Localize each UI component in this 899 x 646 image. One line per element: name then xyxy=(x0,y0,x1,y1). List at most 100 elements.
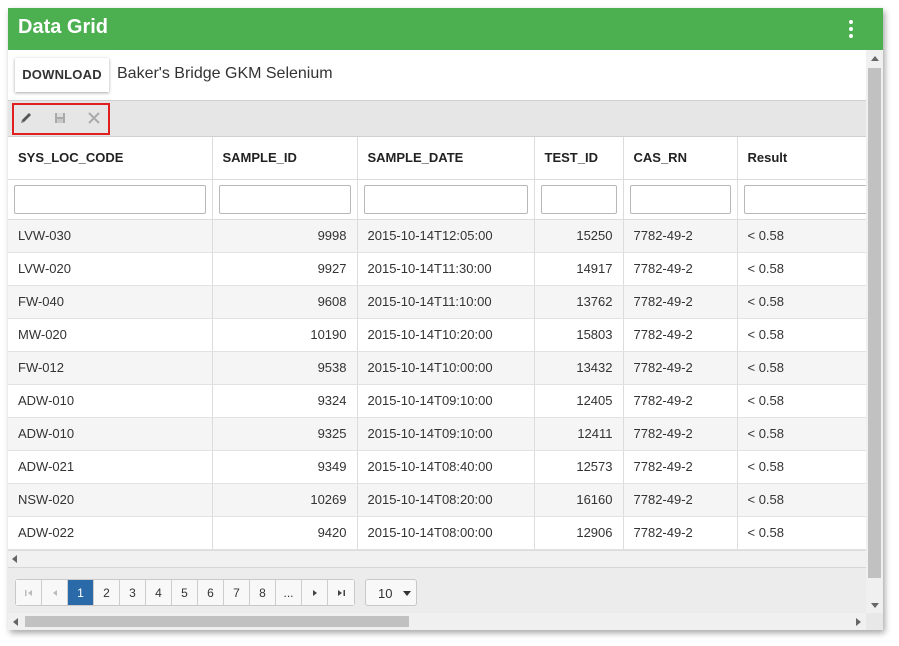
scroll-right-arrow-icon[interactable] xyxy=(856,618,861,626)
cell-sample-date[interactable]: 2015-10-14T12:05:00 xyxy=(357,219,535,253)
cell-test-id[interactable]: 13432 xyxy=(534,351,624,385)
scroll-down-arrow-icon[interactable] xyxy=(871,603,879,608)
cell-test-id[interactable]: 15250 xyxy=(534,219,624,253)
pencil-icon[interactable] xyxy=(18,110,34,126)
cell-sample-date[interactable]: 2015-10-14T09:10:00 xyxy=(357,417,535,451)
table-row[interactable]: FW-012 9538 2015-10-14T10:00:00 13432 7782-4… xyxy=(8,351,866,385)
table-row[interactable]: LVW-020 9927 2015-10-14T11:30:00 14917 7782-… xyxy=(8,252,866,286)
column-header-cas-rn[interactable]: CAS_RN xyxy=(623,137,738,180)
page-button-6[interactable]: 6 xyxy=(198,580,224,605)
page-button-3[interactable]: 3 xyxy=(120,580,146,605)
cell-sys-loc-code[interactable]: MW-020 xyxy=(8,318,213,352)
cell-cas-rn[interactable]: 7782-49-2 xyxy=(623,417,738,451)
cell-cas-rn[interactable]: 7782-49-2 xyxy=(623,351,738,385)
cell-sample-id[interactable]: 9325 xyxy=(212,417,358,451)
next-page-button[interactable] xyxy=(302,580,328,605)
previous-page-button[interactable] xyxy=(42,580,68,605)
cell-sample-id[interactable]: 9324 xyxy=(212,384,358,418)
cell-result[interactable]: < 0.58 xyxy=(737,516,866,550)
page-size-dropdown[interactable]: 10 xyxy=(365,579,417,606)
cell-test-id[interactable]: 15803 xyxy=(534,318,624,352)
cell-sample-id[interactable]: 9927 xyxy=(212,252,358,286)
cell-cas-rn[interactable]: 7782-49-2 xyxy=(623,450,738,484)
page-button-1[interactable]: 1 xyxy=(68,580,94,605)
page-button-5[interactable]: 5 xyxy=(172,580,198,605)
table-row[interactable]: ADW-022 9420 2015-10-14T08:00:00 12906 7782-… xyxy=(8,516,866,550)
cell-cas-rn[interactable]: 7782-49-2 xyxy=(623,318,738,352)
cell-sys-loc-code[interactable]: ADW-022 xyxy=(8,516,213,550)
cell-test-id[interactable]: 12573 xyxy=(534,450,624,484)
cell-sample-date[interactable]: 2015-10-14T09:10:00 xyxy=(357,384,535,418)
page-button-2[interactable]: 2 xyxy=(94,580,120,605)
cell-sys-loc-code[interactable]: ADW-021 xyxy=(8,450,213,484)
filter-input-sys-loc-code[interactable] xyxy=(14,184,206,214)
cell-sys-loc-code[interactable]: LVW-020 xyxy=(8,252,213,286)
cell-cas-rn[interactable]: 7782-49-2 xyxy=(623,219,738,253)
cell-result[interactable]: < 0.58 xyxy=(737,219,866,253)
cell-sample-date[interactable]: 2015-10-14T10:20:00 xyxy=(357,318,535,352)
last-page-button[interactable] xyxy=(328,580,354,605)
cell-result[interactable]: < 0.58 xyxy=(737,318,866,352)
table-row[interactable]: LVW-030 9998 2015-10-14T12:05:00 15250 7782-… xyxy=(8,219,866,253)
cell-cas-rn[interactable]: 7782-49-2 xyxy=(623,483,738,517)
vertical-scroll-thumb[interactable] xyxy=(868,68,881,578)
page-button-4[interactable]: 4 xyxy=(146,580,172,605)
filter-input-test-id[interactable] xyxy=(540,184,617,214)
table-row[interactable]: FW-040 9608 2015-10-14T11:10:00 13762 7782-4… xyxy=(8,285,866,319)
cell-sample-date[interactable]: 2015-10-14T08:00:00 xyxy=(357,516,535,550)
cell-sample-date[interactable]: 2015-10-14T11:30:00 xyxy=(357,252,535,286)
scroll-left-arrow-icon[interactable] xyxy=(12,555,17,563)
cell-cas-rn[interactable]: 7782-49-2 xyxy=(623,252,738,286)
filter-input-sample-date[interactable] xyxy=(363,184,528,214)
page-button-8[interactable]: 8 xyxy=(250,580,276,605)
more-pages-button[interactable]: ... xyxy=(276,580,302,605)
cell-test-id[interactable]: 12411 xyxy=(534,417,624,451)
page-button-7[interactable]: 7 xyxy=(224,580,250,605)
scroll-up-arrow-icon[interactable] xyxy=(871,56,879,61)
cell-result[interactable]: < 0.58 xyxy=(737,351,866,385)
cell-result[interactable]: < 0.58 xyxy=(737,384,866,418)
cell-test-id[interactable]: 13762 xyxy=(534,285,624,319)
column-header-sample-date[interactable]: SAMPLE_DATE xyxy=(357,137,535,180)
cell-cas-rn[interactable]: 7782-49-2 xyxy=(623,516,738,550)
cell-result[interactable]: < 0.58 xyxy=(737,417,866,451)
cell-sample-id[interactable]: 10190 xyxy=(212,318,358,352)
cell-sample-date[interactable]: 2015-10-14T11:10:00 xyxy=(357,285,535,319)
cell-result[interactable]: < 0.58 xyxy=(737,483,866,517)
cell-cas-rn[interactable]: 7782-49-2 xyxy=(623,285,738,319)
cell-test-id[interactable]: 14917 xyxy=(534,252,624,286)
filter-input-sample-id[interactable] xyxy=(218,184,351,214)
cell-sample-id[interactable]: 9420 xyxy=(212,516,358,550)
cell-result[interactable]: < 0.58 xyxy=(737,285,866,319)
filter-input-cas-rn[interactable] xyxy=(629,184,731,214)
cell-test-id[interactable]: 16160 xyxy=(534,483,624,517)
cell-sample-date[interactable]: 2015-10-14T10:00:00 xyxy=(357,351,535,385)
column-header-test-id[interactable]: TEST_ID xyxy=(534,137,624,180)
close-icon[interactable] xyxy=(86,110,102,126)
cell-sys-loc-code[interactable]: NSW-020 xyxy=(8,483,213,517)
kebab-menu-icon[interactable] xyxy=(847,19,855,39)
cell-test-id[interactable]: 12906 xyxy=(534,516,624,550)
column-header-sys-loc-code[interactable]: SYS_LOC_CODE xyxy=(8,137,213,180)
cell-test-id[interactable]: 12405 xyxy=(534,384,624,418)
horizontal-scroll-thumb[interactable] xyxy=(25,616,409,627)
cell-sample-id[interactable]: 9608 xyxy=(212,285,358,319)
cell-sample-date[interactable]: 2015-10-14T08:40:00 xyxy=(357,450,535,484)
cell-sample-id[interactable]: 9538 xyxy=(212,351,358,385)
save-icon[interactable] xyxy=(52,110,68,126)
grid-horizontal-scrollbar[interactable] xyxy=(8,550,866,567)
table-row[interactable]: NSW-020 10269 2015-10-14T08:20:00 16160 7782… xyxy=(8,483,866,517)
cell-result[interactable]: < 0.58 xyxy=(737,252,866,286)
cell-sys-loc-code[interactable]: ADW-010 xyxy=(8,417,213,451)
vertical-scrollbar[interactable] xyxy=(866,50,883,613)
cell-sample-id[interactable]: 9998 xyxy=(212,219,358,253)
column-header-sample-id[interactable]: SAMPLE_ID xyxy=(212,137,358,180)
horizontal-scrollbar[interactable] xyxy=(8,613,866,630)
cell-sample-id[interactable]: 9349 xyxy=(212,450,358,484)
cell-sys-loc-code[interactable]: FW-040 xyxy=(8,285,213,319)
cell-sample-date[interactable]: 2015-10-14T08:20:00 xyxy=(357,483,535,517)
download-button[interactable]: DOWNLOAD xyxy=(15,58,109,92)
cell-sample-id[interactable]: 10269 xyxy=(212,483,358,517)
table-row[interactable]: ADW-010 9324 2015-10-14T09:10:00 12405 7782-… xyxy=(8,384,866,418)
cell-sys-loc-code[interactable]: FW-012 xyxy=(8,351,213,385)
